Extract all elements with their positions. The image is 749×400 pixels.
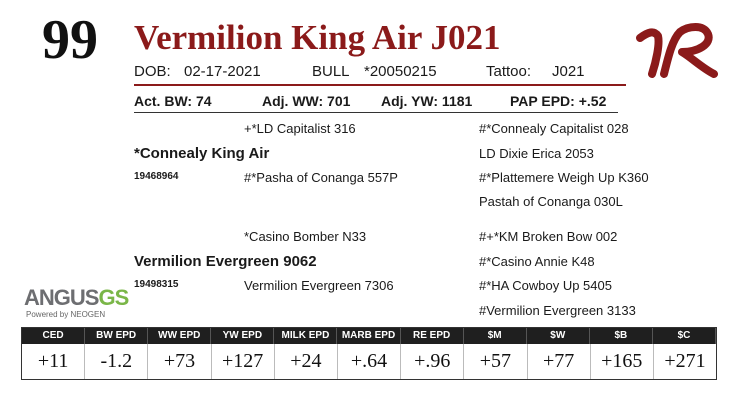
epd-header-cell: $W bbox=[527, 328, 590, 344]
vr-brand-logo-icon bbox=[636, 23, 718, 78]
epd-header-cell: MILK EPD bbox=[274, 328, 338, 344]
animal-name: Vermilion King Air J021 bbox=[134, 18, 501, 57]
powered-by-neogen: Powered by NEOGEN bbox=[26, 310, 106, 319]
sire-dam-dam: Pastah of Conanga 030L bbox=[479, 194, 623, 209]
epd-value-cell: +127 bbox=[212, 344, 275, 379]
sire-sire-dam: LD Dixie Erica 2053 bbox=[479, 146, 594, 161]
dam-dam-sire: #*HA Cowboy Up 5405 bbox=[479, 278, 612, 293]
dam-dam: Vermilion Evergreen 7306 bbox=[244, 278, 394, 293]
registration-number: *20050215 bbox=[364, 63, 437, 80]
sire-name: *Connealy King Air bbox=[134, 145, 270, 162]
sire-sire: +*LD Capitalist 316 bbox=[244, 121, 356, 136]
epd-value-cell: +.96 bbox=[401, 344, 465, 379]
animal-info-row: DOB: 02-17-2021 BULL *20050215 Tattoo: J… bbox=[134, 63, 626, 81]
epd-value-row: +11 -1.2 +73 +127 +24 +.64 +.96 +57 +77 +165 +271 bbox=[22, 344, 716, 379]
epd-header-cell: MARB EPD bbox=[337, 328, 401, 344]
dam-sire-sire: #+*KM Broken Bow 002 bbox=[479, 229, 618, 244]
actual-birth-weight: Act. BW: 74 bbox=[134, 93, 212, 109]
sire-dam-sire: #*Plattemere Weigh Up K360 bbox=[479, 170, 649, 185]
epd-header-cell: $M bbox=[464, 328, 527, 344]
tattoo-value: J021 bbox=[552, 63, 585, 80]
sire-sire-sire: #*Connealy Capitalist 028 bbox=[479, 121, 629, 136]
epd-value-cell: +11 bbox=[22, 344, 86, 379]
epd-value-cell: +57 bbox=[464, 344, 528, 379]
epd-header-cell: RE EPD bbox=[401, 328, 464, 344]
epd-value-cell: +165 bbox=[591, 344, 654, 379]
sex-value: BULL bbox=[312, 63, 350, 80]
gs-word: GS bbox=[98, 285, 129, 310]
dam-sire: *Casino Bomber N33 bbox=[244, 229, 367, 244]
epd-header-cell: $B bbox=[590, 328, 653, 344]
epd-value-cell: +.64 bbox=[338, 344, 402, 379]
angus-gs-wordmark: ANGUSGS bbox=[24, 285, 129, 310]
adjusted-yearling-weight: Adj. YW: 1181 bbox=[381, 93, 473, 109]
tattoo-label: Tattoo: bbox=[486, 63, 532, 80]
dob-value: 02-17-2021 bbox=[184, 63, 261, 80]
dam-sire-dam: #*Casino Annie K48 bbox=[479, 254, 595, 269]
performance-divider bbox=[134, 112, 618, 113]
epd-header-cell: BW EPD bbox=[85, 328, 149, 344]
angus-gs-logo: ANGUSGS Powered by NEOGEN bbox=[24, 286, 129, 322]
sire-dam: #*Pasha of Conanga 557P bbox=[244, 170, 398, 185]
epd-header-cell: $C bbox=[653, 328, 717, 344]
dam-registration: 19498315 bbox=[134, 279, 179, 290]
epd-header-row: CED BW EPD WW EPD YW EPD MILK EPD MARB EPD RE … bbox=[22, 328, 717, 344]
lot-number: 99 bbox=[42, 9, 98, 71]
pap-epd: PAP EPD: +.52 bbox=[510, 93, 607, 109]
epd-value-cell: +24 bbox=[275, 344, 338, 379]
performance-row: Act. BW: 74 Adj. WW: 701 Adj. YW: 1181 P… bbox=[134, 92, 618, 110]
epd-value-cell: +77 bbox=[528, 344, 591, 379]
epd-header-cell: CED bbox=[22, 328, 86, 344]
angus-word: ANGUS bbox=[24, 285, 99, 310]
epd-header-cell: YW EPD bbox=[211, 328, 275, 344]
epd-table: CED BW EPD WW EPD YW EPD MILK EPD MARB EPD RE … bbox=[21, 327, 717, 380]
epd-value-cell: -1.2 bbox=[85, 344, 149, 379]
epd-value-cell: +73 bbox=[148, 344, 212, 379]
dob-label: DOB: bbox=[134, 63, 171, 80]
dam-name: Vermilion Evergreen 9062 bbox=[134, 253, 317, 270]
sire-registration: 19468964 bbox=[134, 171, 179, 182]
dam-dam-dam: #Vermilion Evergreen 3133 bbox=[479, 303, 636, 318]
header-divider bbox=[134, 84, 626, 86]
epd-header-cell: WW EPD bbox=[148, 328, 212, 344]
epd-value-cell: +271 bbox=[664, 350, 706, 372]
adjusted-weaning-weight: Adj. WW: 701 bbox=[262, 93, 351, 109]
